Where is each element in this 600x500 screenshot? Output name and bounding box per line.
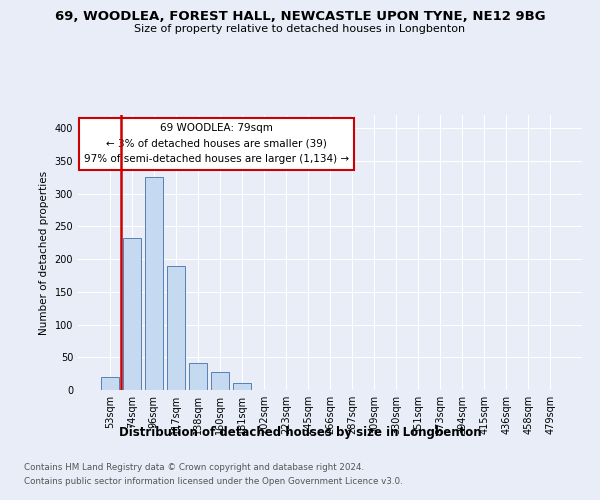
Bar [145, 177, 163, 390]
Bar [101, 377, 119, 390]
Bar [189, 362, 206, 390]
Text: Distribution of detached houses by size in Longbenton: Distribution of detached houses by size … [119, 426, 481, 439]
Text: Contains HM Land Registry data © Crown copyright and database right 2024.: Contains HM Land Registry data © Crown c… [24, 464, 364, 472]
Bar [123, 238, 140, 390]
Bar [211, 372, 229, 390]
Y-axis label: Number of detached properties: Number of detached properties [39, 170, 49, 334]
Text: Size of property relative to detached houses in Longbenton: Size of property relative to detached ho… [134, 24, 466, 34]
Bar [167, 266, 185, 390]
Text: Contains public sector information licensed under the Open Government Licence v3: Contains public sector information licen… [24, 477, 403, 486]
Text: 69 WOODLEA: 79sqm
← 3% of detached houses are smaller (39)
97% of semi-detached : 69 WOODLEA: 79sqm ← 3% of detached house… [84, 123, 349, 164]
Text: 69, WOODLEA, FOREST HALL, NEWCASTLE UPON TYNE, NE12 9BG: 69, WOODLEA, FOREST HALL, NEWCASTLE UPON… [55, 10, 545, 23]
Bar [233, 384, 251, 390]
